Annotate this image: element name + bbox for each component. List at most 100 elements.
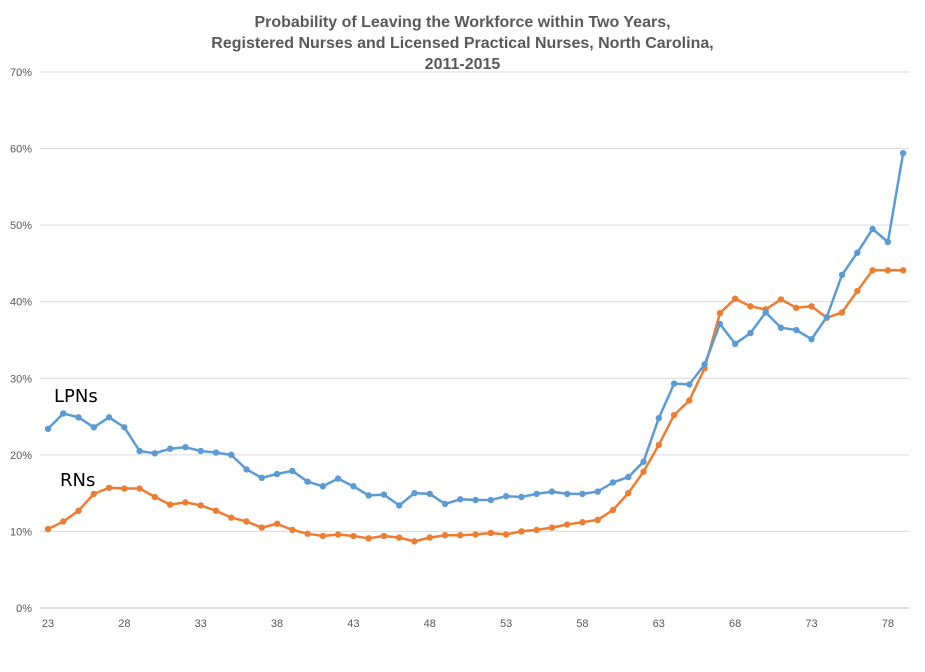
data-point-rns bbox=[44, 525, 52, 533]
gridlines bbox=[40, 71, 909, 532]
y-tick-label: 40% bbox=[10, 297, 32, 309]
data-point-rns bbox=[731, 295, 739, 302]
data-point-lpns bbox=[136, 447, 143, 455]
data-point-rns bbox=[121, 485, 128, 492]
data-point-lpns bbox=[838, 271, 846, 279]
data-point-lpns bbox=[747, 329, 754, 337]
data-point-lpns bbox=[243, 466, 250, 473]
data-point-rns bbox=[869, 267, 876, 274]
data-point-lpns bbox=[686, 381, 693, 388]
data-point-rns bbox=[60, 518, 67, 525]
data-point-rns bbox=[533, 526, 540, 534]
chart-title-line-2: Registered Nurses and Licensed Practical… bbox=[211, 35, 714, 52]
data-point-lpns bbox=[609, 479, 617, 486]
data-point-rns bbox=[365, 535, 372, 542]
data-point-lpns bbox=[640, 458, 647, 465]
data-point-lpns bbox=[350, 483, 357, 490]
data-point-rns bbox=[258, 524, 265, 531]
data-point-rns bbox=[90, 490, 98, 498]
data-point-lpns bbox=[793, 326, 800, 334]
data-point-lpns bbox=[762, 309, 769, 316]
data-point-lpns bbox=[396, 502, 403, 509]
data-point-rns bbox=[777, 296, 785, 303]
data-point-rns bbox=[747, 303, 754, 310]
y-tick-label: 20% bbox=[10, 450, 32, 462]
data-point-rns bbox=[289, 526, 296, 534]
data-point-rns bbox=[151, 493, 159, 501]
data-point-lpns bbox=[594, 488, 601, 495]
data-point-lpns bbox=[228, 451, 235, 459]
data-point-rns bbox=[625, 489, 632, 497]
data-point-lpns bbox=[502, 493, 510, 500]
data-point-rns bbox=[793, 304, 800, 312]
x-tick-label: 68 bbox=[729, 618, 741, 630]
data-point-lpns bbox=[777, 324, 785, 331]
data-point-rns bbox=[716, 310, 724, 317]
data-point-rns bbox=[334, 531, 342, 538]
data-point-rns bbox=[75, 507, 82, 514]
x-tick-label: 73 bbox=[805, 618, 817, 630]
data-point-rns bbox=[166, 501, 174, 508]
x-axis-tick-labels: 23 28 33 38 43 48 53 58 63 68 73 78 bbox=[42, 618, 894, 630]
data-point-rns bbox=[670, 411, 678, 419]
data-point-rns bbox=[808, 303, 815, 310]
x-tick-label: 28 bbox=[118, 618, 130, 630]
data-point-lpns bbox=[60, 410, 67, 417]
data-point-rns bbox=[304, 530, 311, 537]
data-point-rns bbox=[838, 309, 846, 316]
data-point-lpns bbox=[563, 490, 571, 498]
data-point-lpns bbox=[823, 313, 830, 321]
data-point-lpns bbox=[75, 414, 82, 421]
data-point-rns bbox=[197, 502, 204, 509]
series-line-lpns bbox=[47, 152, 905, 507]
x-tick-label: 53 bbox=[500, 618, 512, 630]
data-point-lpns bbox=[670, 380, 678, 387]
x-tick-label: 58 bbox=[576, 618, 588, 630]
data-point-rns bbox=[594, 516, 601, 524]
data-point-rns bbox=[548, 524, 556, 531]
data-point-rns bbox=[472, 531, 479, 538]
data-point-rns bbox=[319, 532, 327, 540]
series-label-rns: RNs bbox=[60, 470, 95, 491]
data-point-rns bbox=[487, 529, 495, 537]
data-point-lpns bbox=[441, 500, 449, 508]
data-point-rns bbox=[854, 287, 861, 295]
data-point-lpns bbox=[625, 473, 632, 481]
data-point-lpns bbox=[533, 490, 540, 498]
x-tick-label: 23 bbox=[42, 618, 54, 630]
data-point-rns bbox=[441, 532, 449, 539]
x-tick-label: 33 bbox=[195, 618, 207, 630]
data-point-lpns bbox=[212, 449, 220, 456]
data-point-rns bbox=[686, 397, 693, 404]
data-point-lpns bbox=[518, 493, 525, 501]
data-point-rns bbox=[136, 485, 143, 492]
data-point-lpns bbox=[899, 149, 907, 157]
data-point-rns bbox=[579, 519, 586, 526]
data-point-rns bbox=[899, 267, 907, 274]
data-point-lpns bbox=[579, 490, 586, 498]
data-point-rns bbox=[411, 538, 418, 545]
series-label-lpns: LPNs bbox=[54, 386, 98, 407]
series-annotations: LPNs RNs bbox=[54, 386, 98, 491]
data-point-rns bbox=[212, 507, 220, 514]
data-point-lpns bbox=[869, 225, 876, 233]
data-point-lpns bbox=[426, 490, 433, 498]
y-axis-tick-labels: 0% 10% 20% 30% 40% 50% 60% 70% bbox=[10, 67, 32, 615]
data-point-rns bbox=[396, 534, 403, 541]
y-tick-label: 50% bbox=[10, 220, 32, 232]
data-point-rns bbox=[380, 532, 388, 540]
data-point-lpns bbox=[701, 361, 708, 368]
y-tick-label: 0% bbox=[16, 603, 32, 615]
data-point-lpns bbox=[319, 483, 327, 490]
data-point-lpns bbox=[655, 414, 662, 422]
data-point-rns bbox=[243, 518, 250, 525]
data-point-lpns bbox=[548, 488, 556, 495]
data-point-rns bbox=[426, 534, 433, 541]
y-tick-label: 60% bbox=[10, 144, 32, 156]
data-point-lpns bbox=[731, 340, 739, 348]
data-point-rns bbox=[105, 484, 113, 491]
data-point-lpns bbox=[258, 474, 265, 482]
data-point-rns bbox=[502, 531, 510, 538]
y-tick-label: 70% bbox=[10, 67, 32, 79]
